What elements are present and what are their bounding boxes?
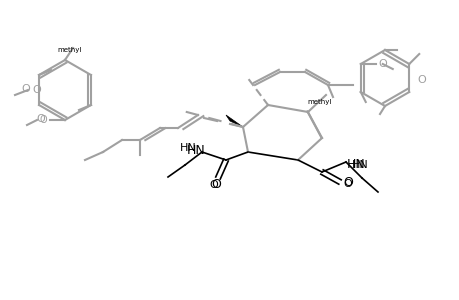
Text: O: O xyxy=(342,176,352,190)
Text: methyl: methyl xyxy=(58,47,82,53)
Text: O: O xyxy=(416,75,425,85)
Text: O: O xyxy=(36,114,45,124)
Text: HN: HN xyxy=(180,143,196,153)
Text: methyl: methyl xyxy=(307,99,331,105)
Text: HN: HN xyxy=(346,158,364,170)
Text: O: O xyxy=(209,180,218,190)
Text: O: O xyxy=(211,178,220,190)
Text: O: O xyxy=(39,115,47,125)
Text: O: O xyxy=(21,84,30,94)
Text: O: O xyxy=(33,85,41,95)
Text: O: O xyxy=(378,59,386,69)
Text: HN: HN xyxy=(186,143,205,157)
Polygon shape xyxy=(225,115,242,127)
Text: O: O xyxy=(343,179,352,189)
Text: HN: HN xyxy=(351,160,368,170)
